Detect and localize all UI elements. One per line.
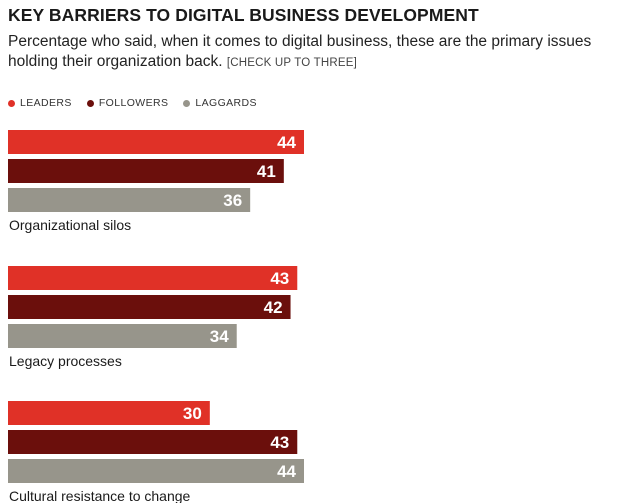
- legend-swatch-followers: [86, 99, 94, 107]
- legend-swatch-laggards: [183, 99, 191, 107]
- bar-cultural-resistance-to-change-laggards: [8, 459, 304, 483]
- bar-cultural-resistance-to-change-leaders: [8, 401, 210, 425]
- legend-item-leaders: LEADERS: [8, 97, 72, 109]
- legend-item-laggards: LAGGARDS: [183, 97, 257, 109]
- category-label-legacy-processes: Legacy processes: [9, 353, 122, 369]
- bar-value-organizational-silos-followers: 41: [257, 162, 276, 181]
- bar-legacy-processes-followers: [8, 295, 291, 319]
- bar-value-legacy-processes-laggards: 34: [210, 327, 229, 346]
- bar-organizational-silos-laggards: [8, 188, 251, 212]
- bar-value-cultural-resistance-to-change-laggards: 44: [277, 462, 296, 481]
- bar-cultural-resistance-to-change-followers: [8, 430, 298, 454]
- bar-value-cultural-resistance-to-change-leaders: 30: [183, 404, 202, 423]
- bar-legacy-processes-laggards: [8, 324, 237, 348]
- bar-value-cultural-resistance-to-change-followers: 43: [270, 433, 289, 452]
- chart-title: KEY BARRIERS TO DIGITAL BUSINESS DEVELOP…: [8, 5, 479, 25]
- bar-value-legacy-processes-followers: 42: [264, 298, 283, 317]
- legend-label-laggards: LAGGARDS: [195, 97, 257, 109]
- legend-label-followers: FOLLOWERS: [98, 97, 169, 109]
- category-label-cultural-resistance-to-change: Cultural resistance to change: [9, 488, 191, 503]
- bar-value-organizational-silos-leaders: 44: [277, 133, 296, 152]
- bar-legacy-processes-leaders: [8, 266, 298, 290]
- bar-organizational-silos-leaders: [8, 130, 304, 154]
- legend-item-followers: FOLLOWERS: [86, 97, 169, 109]
- bar-value-legacy-processes-leaders: 43: [270, 269, 289, 288]
- legend-swatch-leaders: [8, 99, 15, 107]
- bar-organizational-silos-followers: [8, 159, 284, 183]
- subtitle-note: [CHECK UP TO THREE]: [226, 57, 357, 69]
- bar-value-organizational-silos-laggards: 36: [223, 191, 242, 210]
- chart-subtitle: Percentage who said, when it comes to di…: [8, 32, 623, 73]
- subtitle-text: Percentage who said, when it comes to di…: [8, 33, 592, 70]
- legend-label-leaders: LEADERS: [20, 97, 72, 109]
- category-label-organizational-silos: Organizational silos: [9, 217, 131, 233]
- chart-legend: LEADERS FOLLOWERS LAGGARDS: [8, 97, 257, 109]
